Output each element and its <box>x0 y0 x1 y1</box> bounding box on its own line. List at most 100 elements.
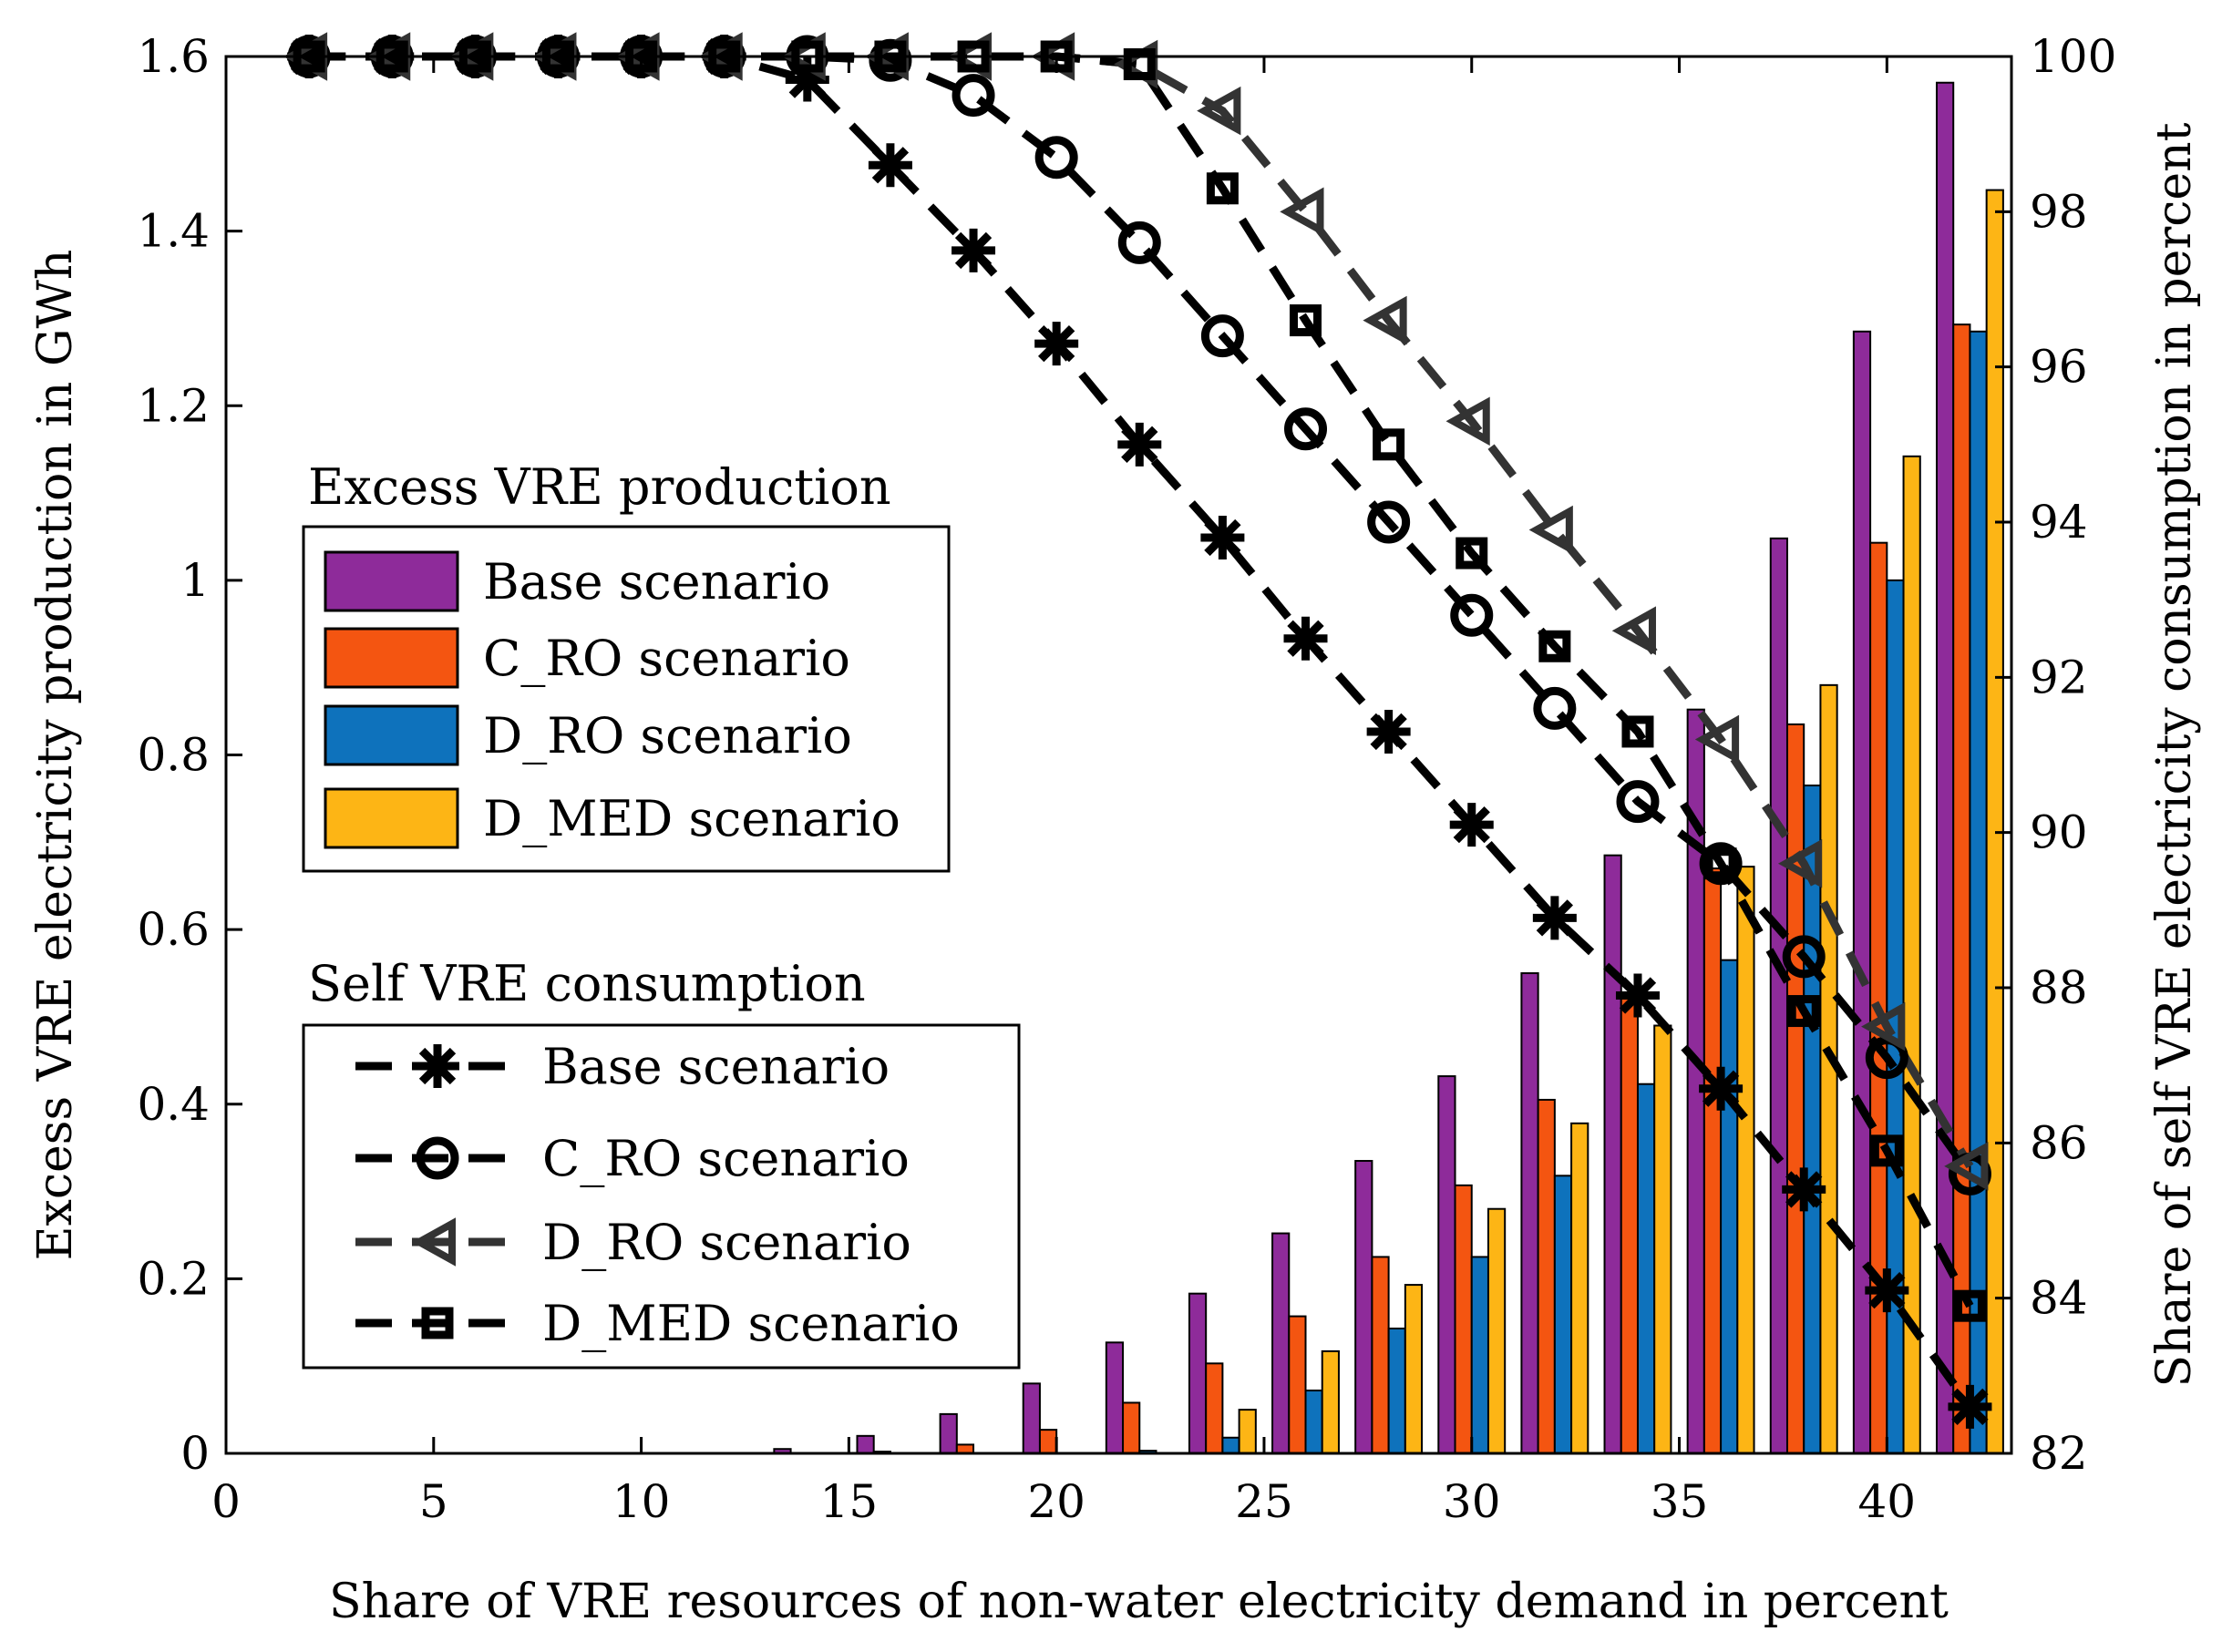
bar-base-20 <box>1022 1382 1041 1454</box>
bar-base-18 <box>939 1412 958 1455</box>
bar-legend-swatch-base <box>324 550 459 612</box>
marker-d-ro-34 <box>1611 606 1656 656</box>
marker-d-med-22 <box>1123 48 1156 81</box>
bar-base-30 <box>1437 1075 1456 1454</box>
y-left-tick-label: 0.4 <box>137 1078 210 1131</box>
marker-d-med-26 <box>1290 304 1322 337</box>
bar-c-ro-28 <box>1371 1256 1390 1454</box>
marker-base-22 <box>1117 422 1162 467</box>
marker-d-med-36 <box>1704 847 1737 880</box>
line-d-med <box>309 52 1974 1308</box>
x-tick-label: 30 <box>1443 1475 1501 1528</box>
bar-c-ro-42 <box>1952 323 1971 1454</box>
marker-d-ro-36 <box>1694 714 1740 764</box>
axes-layer: 0 5 10 15 20 25 30 35 40 0 0.2 0.4 0.6 0.8 1 1.2 1.4 1.6 8… <box>137 30 2116 1528</box>
y-right-tick-label: 82 <box>2030 1427 2088 1480</box>
marker-base-26 <box>1283 616 1328 661</box>
line-legend-marker-c-ro <box>416 1136 459 1180</box>
marker-c-ro-32 <box>1533 686 1577 730</box>
marker-c-ro-22 <box>1117 221 1161 264</box>
x-tick-label: 20 <box>1027 1475 1085 1528</box>
line-legend-marker-base <box>416 1044 459 1088</box>
marker-c-ro-18 <box>952 74 995 118</box>
y-right-tick-label: 100 <box>2030 30 2116 83</box>
marker-d-ro-30 <box>1445 396 1490 446</box>
bar-legend-swatch-d-med <box>324 787 459 849</box>
marker-d-ro-28 <box>1363 295 1407 345</box>
y-left-tick-label: 1.6 <box>137 30 210 83</box>
marker-d-ro-26 <box>1280 187 1324 237</box>
y-left-tick-label: 1 <box>180 554 210 607</box>
marker-c-ro-28 <box>1367 500 1411 544</box>
bar-d-med-34 <box>1653 1024 1672 1455</box>
marker-d-ro-32 <box>1528 505 1573 555</box>
bar-d-med-26 <box>1321 1349 1340 1455</box>
y-left-tick-label: 0.8 <box>137 729 210 782</box>
bar-base-40 <box>1852 330 1872 1455</box>
bar-d-ro-26 <box>1304 1390 1323 1455</box>
marker-base-38 <box>1782 1167 1826 1212</box>
bar-d-ro-34 <box>1636 1083 1656 1454</box>
y-right-tick-label: 88 <box>2030 961 2088 1014</box>
y-axis-label-left: Excess VRE electricity production in GWh <box>28 250 83 1261</box>
x-tick-label: 10 <box>612 1475 671 1528</box>
bar-d-med-32 <box>1570 1122 1589 1454</box>
bar-d-ro-36 <box>1720 959 1739 1455</box>
bar-base-24 <box>1188 1292 1208 1454</box>
bar-c-ro-26 <box>1288 1315 1307 1454</box>
marker-c-ro-20 <box>1034 136 1078 180</box>
x-tick-label: 35 <box>1651 1475 1709 1528</box>
bar-c-ro-22 <box>1122 1401 1141 1454</box>
marker-d-ro-24 <box>1197 86 1241 136</box>
bar-base-32 <box>1520 972 1539 1454</box>
line-legend-marker-d-med <box>421 1307 454 1339</box>
y-right-tick-label: 96 <box>2030 341 2088 394</box>
marker-d-med-32 <box>1538 630 1571 662</box>
bar-base-26 <box>1271 1232 1291 1454</box>
marker-base-36 <box>1699 1066 1744 1111</box>
y-right-tick-label: 90 <box>2030 806 2088 859</box>
line-legend-label-c-ro: C_RO scenario <box>542 1130 910 1187</box>
bar-legend-swatch-c-ro <box>324 627 459 689</box>
marker-d-med-42 <box>1953 1289 1986 1322</box>
marker-base-28 <box>1366 709 1411 754</box>
marker-c-ro-26 <box>1284 407 1328 451</box>
bar-d-med-40 <box>1902 455 1921 1454</box>
bar-base-28 <box>1354 1160 1373 1454</box>
y-left-tick-label: 0 <box>180 1427 210 1480</box>
bar-base-38 <box>1769 537 1788 1454</box>
marker-d-med-28 <box>1373 428 1405 461</box>
marker-d-med-34 <box>1621 715 1654 748</box>
bar-d-med-28 <box>1404 1284 1424 1455</box>
marker-d-ro-40 <box>1861 1001 1906 1052</box>
bar-d-ro-30 <box>1470 1256 1489 1454</box>
bar-legend-title: Excess VRE production <box>308 458 891 516</box>
y-right-tick-label: 98 <box>2030 185 2088 238</box>
marker-d-med-40 <box>1870 1134 1903 1167</box>
bar-base-16 <box>856 1434 875 1455</box>
marker-base-34 <box>1615 973 1660 1018</box>
x-tick-label: 15 <box>820 1475 879 1528</box>
marker-base-24 <box>1200 516 1245 560</box>
bar-legend-label-d-med: D_MED scenario <box>483 790 900 847</box>
y-right-tick-label: 86 <box>2030 1116 2088 1169</box>
bar-c-ro-32 <box>1537 1098 1556 1454</box>
line-legend-label-d-ro: D_RO scenario <box>542 1214 911 1271</box>
bar-c-ro-38 <box>1785 723 1805 1454</box>
bar-legend-swatch-d-ro <box>324 704 459 766</box>
x-axis-label: Share of VRE resources of non-water elec… <box>329 1575 1949 1629</box>
bar-d-ro-42 <box>1969 330 1988 1455</box>
line-legend-title: Self VRE consumption <box>308 955 866 1012</box>
legends-layer: Excess VRE production Base scenario C_RO s… <box>302 458 1021 1370</box>
bar-legend-label-c-ro: C_RO scenario <box>483 630 850 687</box>
marker-c-ro-30 <box>1450 593 1494 637</box>
x-tick-label: 5 <box>419 1475 448 1528</box>
x-tick-label: 40 <box>1858 1475 1917 1528</box>
bar-d-med-42 <box>1985 189 2004 1454</box>
y-right-tick-label: 84 <box>2030 1272 2088 1325</box>
line-legend-label-base: Base scenario <box>542 1038 890 1095</box>
y-left-tick-label: 1.2 <box>137 379 210 432</box>
bar-legend-label-base: Base scenario <box>483 553 830 611</box>
marker-c-ro-36 <box>1699 842 1743 886</box>
